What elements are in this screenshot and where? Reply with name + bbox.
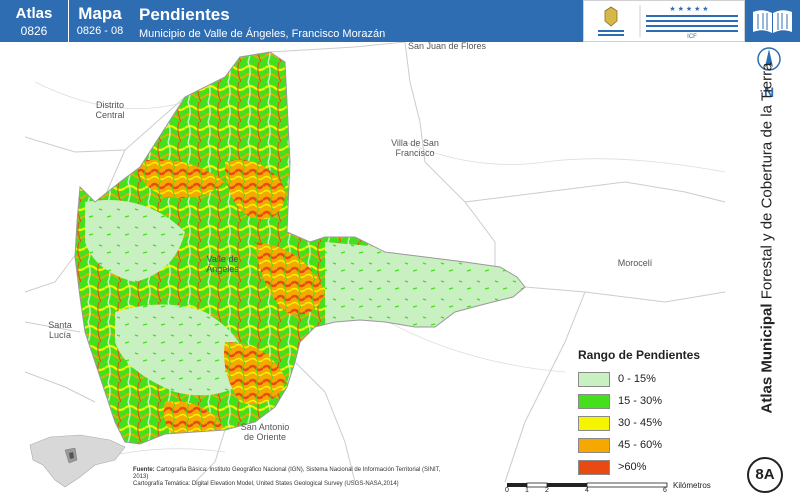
mapa-code: 0826 - 08 bbox=[76, 25, 124, 37]
title-box: Pendientes Municipio de Valle de Ángeles… bbox=[131, 0, 583, 42]
scale-bar-graphic bbox=[507, 482, 668, 488]
legend-title: Rango de Pendientes bbox=[578, 348, 701, 362]
legend-label: 45 - 60% bbox=[618, 439, 663, 451]
legend-swatch bbox=[578, 437, 610, 453]
legend-row: 30 - 45% bbox=[578, 412, 738, 434]
mapa-label: Mapa bbox=[78, 4, 122, 23]
svg-text:★ ★ ★ ★ ★: ★ ★ ★ ★ ★ bbox=[669, 5, 708, 13]
honduras-locator bbox=[29, 434, 126, 488]
map-badge: 8A bbox=[747, 457, 783, 493]
vertical-title-text: Atlas Municipal Forestal y de Cobertura … bbox=[758, 63, 776, 414]
scale-tick: 1 bbox=[525, 487, 529, 494]
north-arrow: N bbox=[757, 45, 781, 101]
atlas-code: 0826 bbox=[20, 24, 48, 38]
legend-label: 30 - 45% bbox=[618, 417, 663, 429]
institution-logos: ★ ★ ★ ★ ★ ICF bbox=[583, 0, 745, 42]
legend-label: 0 - 15% bbox=[618, 373, 656, 385]
coat-of-arms-icon bbox=[604, 6, 618, 27]
scale-tick: 2 bbox=[545, 487, 549, 494]
svg-text:ICF: ICF bbox=[687, 34, 697, 40]
atlas-book-box bbox=[745, 0, 800, 42]
atlas-code-box: Atlas 0826 bbox=[0, 0, 68, 42]
label-moroceli: Morocelí bbox=[617, 258, 653, 268]
scale-tick: 6 bbox=[663, 487, 667, 494]
label-santa-lucia: Santa Lucía bbox=[48, 320, 72, 340]
page-subtitle: Municipio de Valle de Ángeles, Francisco… bbox=[139, 28, 386, 40]
locator-inset-map bbox=[25, 425, 130, 495]
legend-row: 15 - 30% bbox=[578, 390, 738, 412]
scale-tick: 4 bbox=[585, 487, 589, 494]
source-line-1: Cartografía Básica: Instituto Geográfico… bbox=[133, 467, 441, 480]
scale-bar: 0 1 2 4 6 Kilómetros bbox=[505, 478, 711, 498]
legend-row: >60% bbox=[578, 456, 738, 478]
municipal-boundaries bbox=[24, 41, 726, 483]
label-distrito-central: Distrito Central bbox=[95, 100, 125, 120]
map-canvas bbox=[24, 41, 726, 483]
north-letter: N bbox=[763, 84, 775, 100]
slope-map: San Juan de Flores Distrito Central Vill… bbox=[24, 41, 740, 483]
label-villa-san-francisco: Villa de San Francisco bbox=[391, 138, 439, 158]
municipality-outline bbox=[74, 51, 526, 445]
legend-swatch bbox=[578, 415, 610, 431]
header-bar: Atlas 0826 Mapa 0826 - 08 Pendientes Mun… bbox=[0, 0, 800, 42]
legend-row: 45 - 60% bbox=[578, 434, 738, 456]
atlas-label: Atlas bbox=[15, 5, 53, 22]
label-san-juan: San Juan de Flores bbox=[407, 41, 487, 51]
logo-graphics: ★ ★ ★ ★ ★ ICF bbox=[586, 3, 738, 40]
map-code-box: Mapa 0826 - 08 bbox=[68, 0, 131, 42]
vertical-atlas-title: Atlas Municipal Forestal y de Cobertura … bbox=[757, 63, 777, 435]
legend-row: 0 - 15% bbox=[578, 368, 738, 390]
scale-unit: Kilómetros bbox=[673, 481, 711, 490]
legend-swatch bbox=[578, 459, 610, 475]
legend-swatch bbox=[578, 393, 610, 409]
vertical-title-rest: Forestal y de Cobertura de la Tierra bbox=[758, 62, 776, 304]
slope-legend: Rango de Pendientes 0 - 15% 15 - 30% 30 … bbox=[578, 348, 738, 478]
label-valle-de-angeles: Valle de Ángeles bbox=[206, 254, 239, 274]
scale-tick: 0 bbox=[505, 487, 509, 494]
source-label: Fuente: bbox=[133, 467, 155, 473]
page-title: Pendientes bbox=[139, 5, 230, 24]
label-san-antonio: San Antonio de Oriente bbox=[240, 422, 290, 442]
legend-swatch bbox=[578, 371, 610, 387]
vertical-title-bold: Atlas Municipal bbox=[758, 303, 776, 414]
legend-label: 15 - 30% bbox=[618, 395, 663, 407]
open-book-icon bbox=[753, 10, 792, 34]
legend-label: >60% bbox=[618, 461, 647, 473]
north-arrow-icon bbox=[757, 47, 781, 71]
source-line-2: Cartografía Temática: Digital Elevation … bbox=[133, 481, 399, 487]
source-note: Fuente: Cartografía Básica: Instituto Ge… bbox=[133, 467, 453, 488]
